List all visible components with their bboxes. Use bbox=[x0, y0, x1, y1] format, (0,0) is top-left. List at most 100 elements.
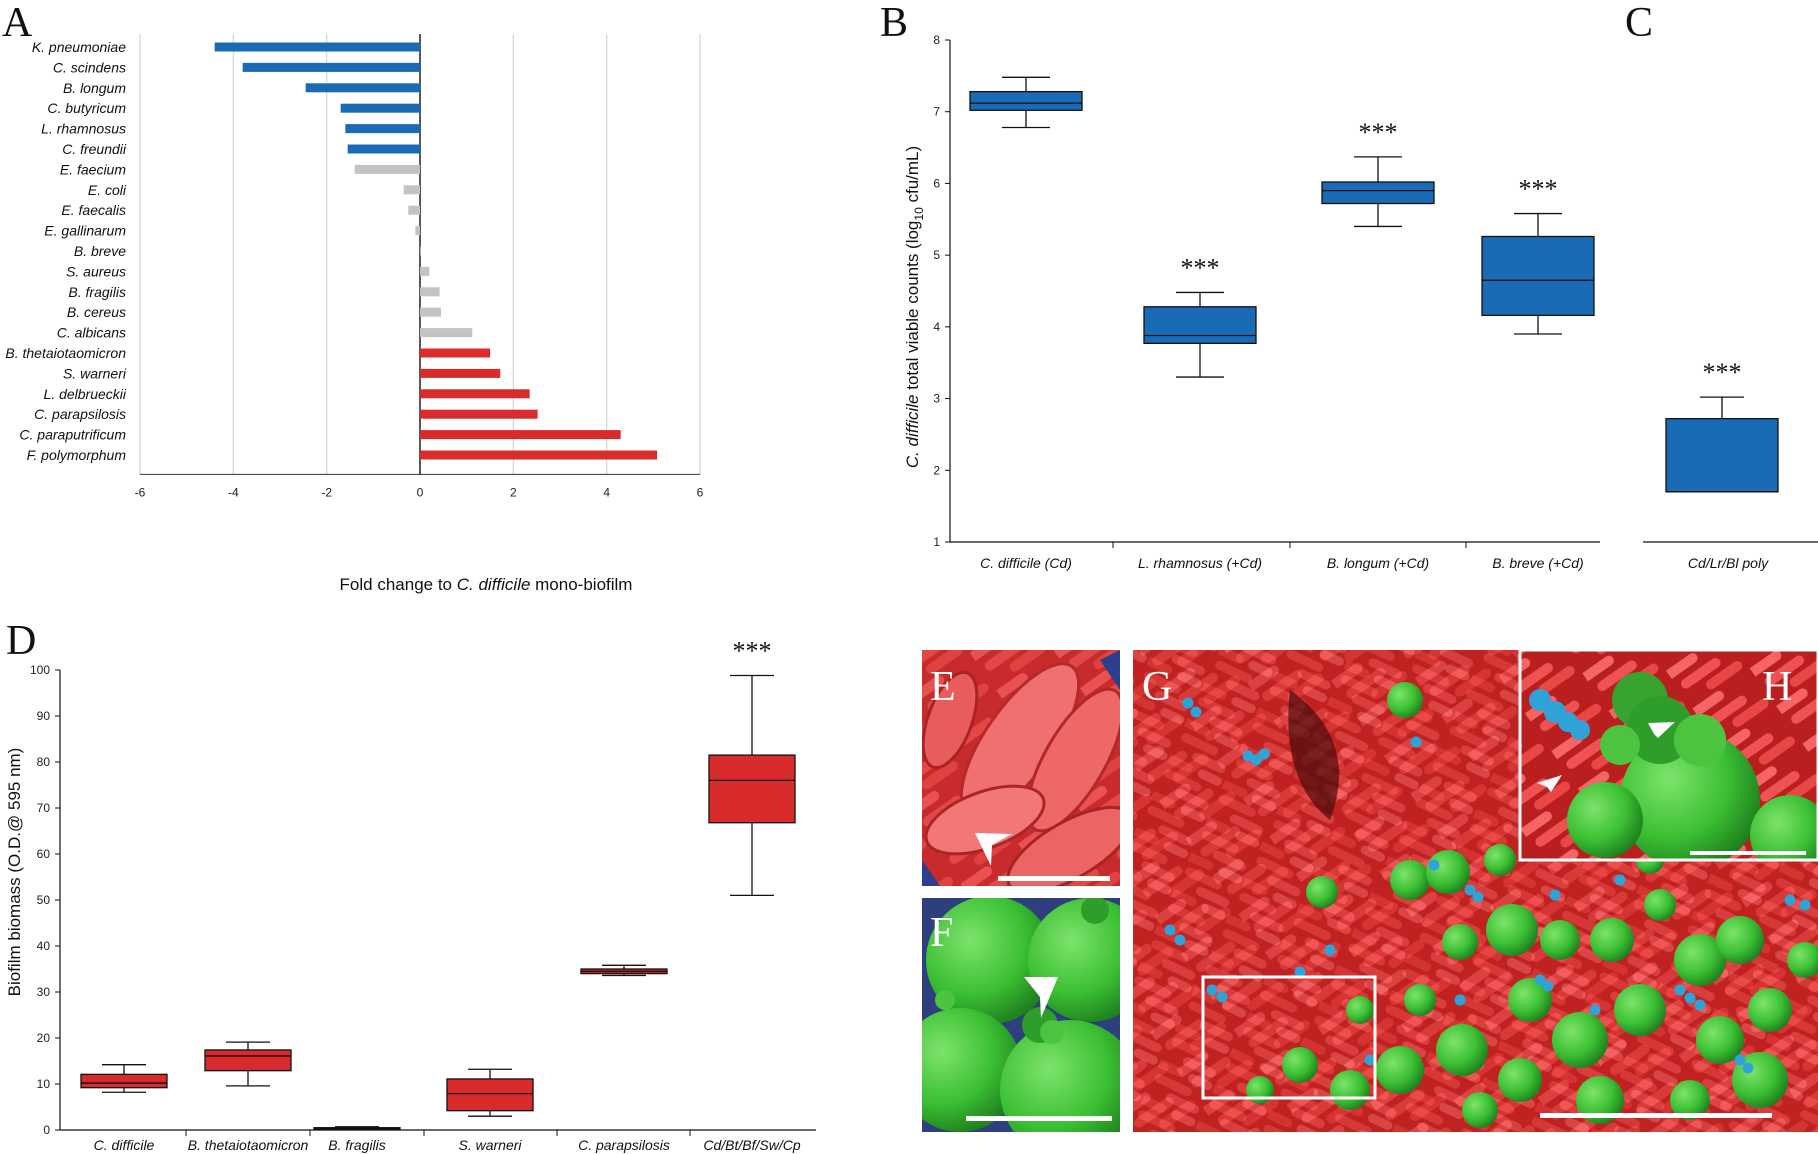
panel-a-bar bbox=[354, 164, 420, 174]
yeast-cell bbox=[1426, 850, 1470, 894]
coccus-cell bbox=[1190, 706, 1202, 718]
panel-d-category-label: C. parapsilosis bbox=[578, 1137, 670, 1153]
panel-a-category-label: L. rhamnosus bbox=[41, 121, 126, 137]
yeast-cell bbox=[1576, 1076, 1624, 1124]
panel-b-y-axis-label: C. difficile total viable counts (log10 … bbox=[903, 146, 926, 468]
panel-a-category-label: B. fragilis bbox=[68, 284, 126, 300]
panel-a-xlabel-suffix: mono-biofilm bbox=[530, 575, 632, 594]
panel-a-x-axis-label: Fold change to C. difficile mono-biofilm bbox=[340, 575, 633, 594]
box-iqr bbox=[1143, 306, 1257, 345]
panel-d-y-tick-label: 0 bbox=[43, 1123, 50, 1137]
coccus-cell bbox=[1684, 992, 1696, 1004]
panel-a-bar bbox=[420, 266, 430, 276]
box-iqr bbox=[1321, 181, 1435, 205]
scale-bar-h bbox=[1690, 851, 1806, 855]
panel-a-category-label: F. polymorphum bbox=[27, 447, 127, 463]
panel-d-y-tick-label: 90 bbox=[37, 709, 51, 723]
panel-d-category-label: S. warneri bbox=[458, 1137, 522, 1153]
yeast-cell bbox=[1306, 876, 1338, 908]
panel-d-y-tick-label: 30 bbox=[37, 985, 51, 999]
panel-d-y-tick-label: 20 bbox=[37, 1031, 51, 1045]
micrograph-f bbox=[922, 898, 1120, 1132]
panel-a-x-tick-label: 6 bbox=[697, 485, 704, 499]
panel-d-y-tick-label: 10 bbox=[37, 1077, 51, 1091]
coccus-cell bbox=[1549, 889, 1561, 901]
panel-a-category-label: B. thetaiotaomicron bbox=[5, 345, 126, 361]
yeast-cell bbox=[1540, 920, 1580, 960]
panel-b-y-tick-label: 7 bbox=[933, 105, 940, 119]
panel-label-f: F bbox=[930, 910, 953, 956]
coccus-cell bbox=[1614, 874, 1626, 886]
panel-a-category-label: E. faecium bbox=[60, 161, 126, 177]
panel-d-y-tick-label: 50 bbox=[37, 893, 51, 907]
coccus-cell bbox=[1534, 974, 1546, 986]
yeast-cell bbox=[1390, 860, 1430, 900]
yeast-cell bbox=[1670, 1080, 1710, 1120]
yeast-cell bbox=[1787, 942, 1818, 978]
coccus-cell bbox=[1250, 754, 1262, 766]
panel-d-category-label: Cd/Bt/Bf/Sw/Cp bbox=[703, 1137, 800, 1153]
yeast-cell bbox=[1404, 984, 1436, 1016]
panel-a-x-tick-label: -6 bbox=[135, 485, 146, 499]
coccus-cell bbox=[1410, 736, 1422, 748]
coccus-cell bbox=[1174, 934, 1186, 946]
scale-bar-g bbox=[1540, 1113, 1772, 1118]
box-iqr bbox=[1665, 418, 1779, 493]
panel-a-category-label: C. albicans bbox=[57, 325, 126, 341]
panel-a-x-tick-label: -4 bbox=[228, 485, 239, 499]
panel-label-g: G bbox=[1142, 664, 1172, 710]
panel-c-significance: *** bbox=[1703, 358, 1742, 387]
scale-bar-e bbox=[998, 876, 1110, 881]
yeast-cell bbox=[1486, 904, 1538, 956]
panel-d-y-tick-label: 80 bbox=[37, 755, 51, 769]
panel-a-bar bbox=[420, 328, 473, 338]
yeast-cell bbox=[1436, 1024, 1488, 1076]
panel-a-bar bbox=[420, 389, 530, 399]
coccus-cell bbox=[1589, 1004, 1601, 1016]
panel-a-category-label: C. paraputrificum bbox=[19, 427, 126, 443]
panel-label-c: C bbox=[1625, 0, 1653, 46]
panel-b-ylabel-sub: 10 bbox=[912, 207, 926, 221]
inset-h-border bbox=[1518, 648, 1818, 862]
yeast-cell bbox=[1484, 844, 1516, 876]
panel-a-category-label: C. freundii bbox=[62, 141, 127, 157]
panel-a-x-tick-label: 2 bbox=[510, 485, 517, 499]
panel-a-category-label: E. faecalis bbox=[61, 202, 126, 218]
panel-c-category-label: Cd/Lr/Bl poly bbox=[1688, 555, 1769, 571]
yeast-cell bbox=[1614, 984, 1666, 1036]
coccus-cell bbox=[1454, 994, 1466, 1006]
box-iqr bbox=[708, 754, 796, 824]
panel-a-bar bbox=[403, 185, 420, 195]
yeast-cell bbox=[1552, 1012, 1608, 1068]
panel-d-chart: 0 10 20 30 40 50 60 70 80 90 100 C. difficile B. the… bbox=[30, 637, 816, 1153]
panel-b-y-tick-label: 6 bbox=[933, 176, 940, 190]
coccus-cell bbox=[1674, 984, 1686, 996]
panel-a-bar bbox=[242, 62, 420, 72]
panel-a-category-label: B. cereus bbox=[67, 304, 126, 320]
box-iqr bbox=[204, 1049, 292, 1072]
panel-b-significance: *** bbox=[1181, 253, 1220, 282]
arrowhead-e-icon bbox=[975, 833, 1012, 866]
scale-bar-f bbox=[966, 1116, 1112, 1121]
panel-a-category-label: K. pneumoniae bbox=[32, 39, 126, 55]
micrograph-g-yeast-cells bbox=[1164, 682, 1818, 1128]
panel-label-d: D bbox=[6, 618, 36, 664]
yeast-cell bbox=[1387, 682, 1423, 718]
coccus-cell bbox=[1799, 899, 1811, 911]
panel-b-y-tick-label: 2 bbox=[933, 463, 940, 477]
panel-a-category-label: E. gallinarum bbox=[44, 223, 126, 239]
panel-d-category-label: B. fragilis bbox=[328, 1137, 386, 1153]
panel-a-x-tick-label: 4 bbox=[603, 485, 610, 499]
panel-b-y-tick-label: 8 bbox=[933, 33, 940, 47]
micrograph-e bbox=[922, 650, 1120, 886]
yeast-cell bbox=[1716, 916, 1764, 964]
coccus-cell bbox=[1428, 859, 1440, 871]
panel-b-category-label: C. difficile (Cd) bbox=[980, 555, 1072, 571]
coccus-cell bbox=[1784, 894, 1796, 906]
box-iqr bbox=[1481, 235, 1595, 317]
panel-a-xlabel-italic: C. difficile bbox=[457, 575, 531, 594]
panel-a-bar bbox=[347, 144, 420, 154]
panel-d-y-tick-label: 100 bbox=[30, 663, 50, 677]
coccus-cell bbox=[1206, 984, 1218, 996]
